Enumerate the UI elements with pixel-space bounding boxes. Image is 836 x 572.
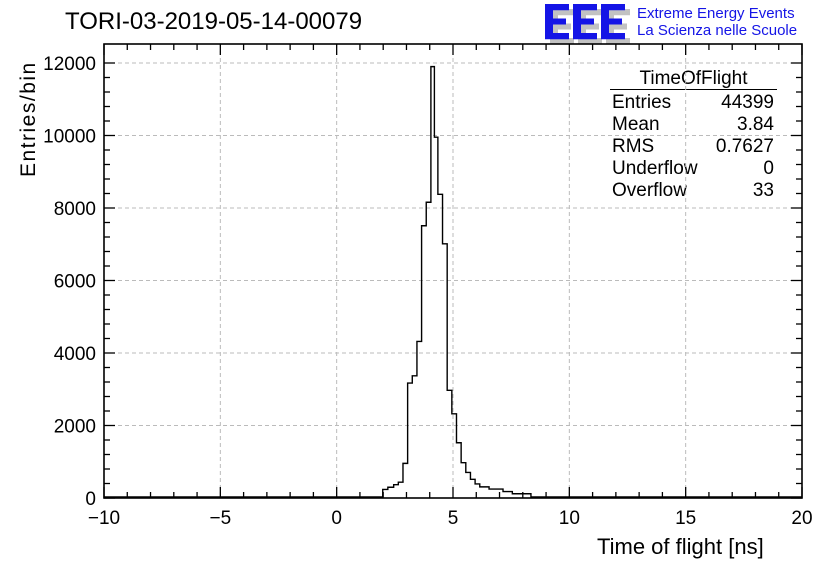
- svg-text:20: 20: [791, 508, 812, 529]
- svg-text:5: 5: [448, 508, 459, 529]
- svg-text:10000: 10000: [43, 127, 96, 148]
- svg-text:0: 0: [331, 508, 342, 529]
- svg-text:−10: −10: [88, 508, 120, 529]
- svg-text:2000: 2000: [54, 417, 96, 438]
- svg-text:6000: 6000: [54, 272, 96, 293]
- svg-text:15: 15: [675, 508, 696, 529]
- svg-text:0: 0: [85, 489, 96, 510]
- svg-text:4000: 4000: [54, 344, 96, 365]
- svg-text:−5: −5: [209, 508, 231, 529]
- svg-text:12000: 12000: [43, 54, 96, 75]
- svg-text:10: 10: [559, 508, 580, 529]
- svg-text:8000: 8000: [54, 199, 96, 220]
